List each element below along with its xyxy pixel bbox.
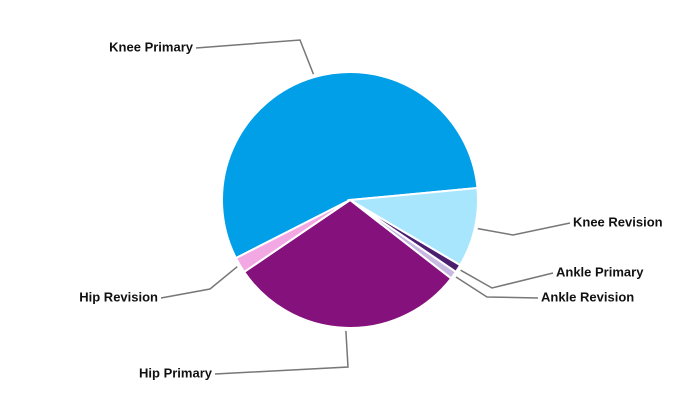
leader-line	[455, 276, 539, 299]
leader-line	[214, 330, 349, 375]
leader-line	[460, 269, 554, 289]
slice-label: Ankle Primary	[556, 264, 644, 279]
slice-label: Knee Revision	[573, 214, 663, 229]
slice-label: Hip Revision	[79, 289, 158, 304]
pie-slice	[234, 199, 351, 274]
slice-label: Ankle Revision	[541, 289, 634, 304]
leader-line	[195, 39, 315, 75]
pie-slice	[242, 198, 453, 329]
slice-label: Knee Primary	[109, 39, 194, 54]
leader-line	[160, 266, 238, 299]
pie-slice	[346, 186, 479, 267]
slice-label: Hip Primary	[139, 365, 213, 380]
leader-line	[477, 222, 571, 236]
pie-slice	[221, 71, 479, 260]
